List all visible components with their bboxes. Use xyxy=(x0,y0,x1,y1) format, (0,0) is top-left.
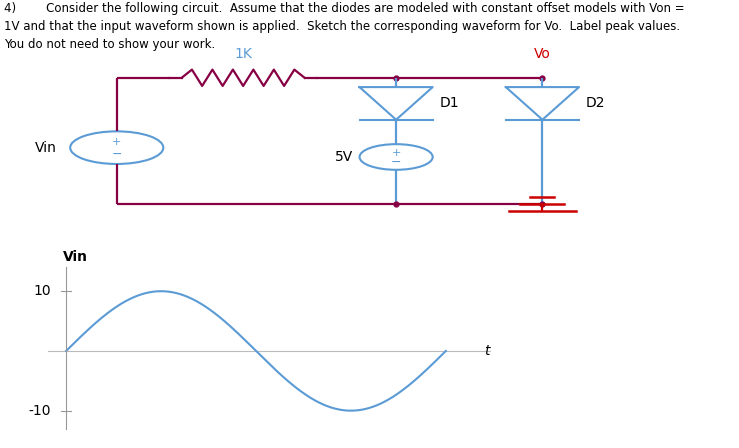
Text: Vin: Vin xyxy=(35,141,57,155)
Text: −: − xyxy=(112,148,122,161)
Text: +: + xyxy=(112,137,121,147)
Text: 10: 10 xyxy=(33,284,51,298)
Text: -10: -10 xyxy=(29,404,51,418)
Text: You do not need to show your work.: You do not need to show your work. xyxy=(4,38,215,51)
Text: −: − xyxy=(391,156,401,169)
Text: 4)        Consider the following circuit.  Assume that the diodes are modeled wi: 4) Consider the following circuit. Assum… xyxy=(4,2,684,15)
Text: 1K: 1K xyxy=(234,47,252,61)
Text: D2: D2 xyxy=(586,96,605,110)
Text: Vo: Vo xyxy=(534,47,551,61)
Text: 5V: 5V xyxy=(335,150,353,164)
Text: Vin: Vin xyxy=(63,250,88,264)
Text: D1: D1 xyxy=(439,96,459,110)
Text: 1V and that the input waveform shown is applied.  Sketch the corresponding wavef: 1V and that the input waveform shown is … xyxy=(4,20,680,33)
Text: +: + xyxy=(392,148,401,158)
Text: t: t xyxy=(484,344,489,358)
